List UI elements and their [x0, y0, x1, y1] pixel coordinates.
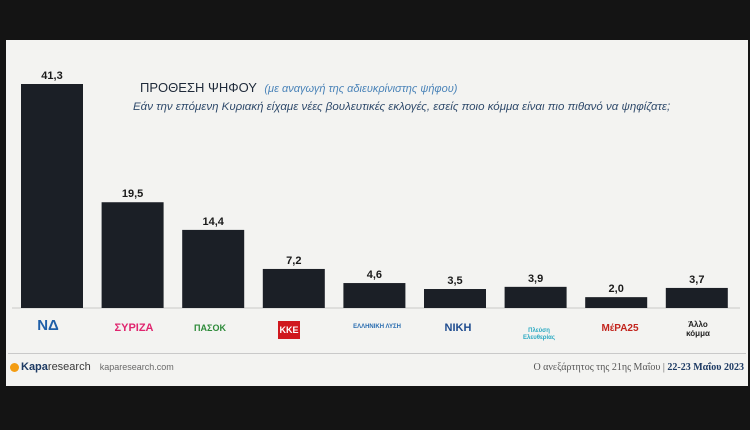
brand-url: kaparesearch.com: [99, 362, 174, 372]
bar-value-label-4: 7,2: [286, 255, 301, 267]
bar-value-label-7: 3,9: [528, 273, 543, 285]
bar-2: [101, 202, 164, 308]
bar-1: [21, 84, 83, 308]
bar-5: [343, 283, 406, 308]
bar-value-label-9: 3,7: [689, 274, 704, 286]
logo-elliniki-lysi: ΕΛΛΗΝΙΚΗ ΛΥΣΗ: [352, 318, 402, 350]
logo-pasok: ΠΑΣΟΚ: [190, 318, 230, 350]
bar-3: [182, 229, 245, 308]
footer-divider: [8, 353, 746, 354]
bar-value-label-2: 19,5: [122, 188, 143, 200]
top-border: [0, 0, 750, 40]
bottom-border: [0, 386, 750, 430]
bar-value-label-5: 4,6: [367, 269, 382, 281]
logo-nd: ΝΔ: [28, 317, 68, 344]
logo-allo-text: Άλλο κόμμα: [686, 320, 710, 338]
logo-plefsi: Πλεύση Ελευθερίας: [514, 318, 564, 354]
logo-pasok-text: ΠΑΣΟΚ: [194, 323, 226, 333]
bar-4: [262, 268, 325, 308]
bar-value-label-1: 41,3: [41, 70, 62, 82]
logo-niki: ΝΙΚΗ: [432, 318, 484, 348]
logo-kke-text: ΚΚΕ: [279, 325, 299, 335]
logo-kke: ΚΚΕ: [278, 321, 300, 339]
source-date: 22-23 Μαΐου 2023: [667, 362, 744, 373]
source-prefix: Ο ανεξάρτητος της 21ης Μαΐου: [533, 362, 661, 373]
chart-subtitle: (με αναγωγή της αδιευκρίνιστης ψήφου): [264, 83, 458, 95]
bar-value-label-3: 14,4: [202, 216, 224, 228]
bar-7: [504, 286, 567, 308]
logo-elliniki-lysi-text: ΕΛΛΗΝΙΚΗ ΛΥΣΗ: [353, 324, 401, 330]
brand-suffix: research: [47, 361, 91, 373]
logo-mera25: ΜέΡΑ25: [590, 318, 650, 349]
bar-value-label-8: 2,0: [609, 283, 624, 295]
logo-allo: Άλλο κόμμα: [678, 318, 718, 347]
source-note: Ο ανεξάρτητος της 21ης Μαΐου | 22-23 Μαΐ…: [533, 362, 744, 373]
brand-name: Κapa: [21, 361, 48, 373]
logo-syriza: ΣΥΡΙΖΑ: [108, 318, 160, 348]
bar-value-label-6: 3,5: [447, 275, 462, 287]
bar-6: [424, 289, 486, 308]
chart-title: ΠΡΟΘΕΣΗ ΨΗΦΟΥ: [140, 80, 257, 95]
logo-niki-text: ΝΙΚΗ: [444, 322, 472, 334]
logo-syriza-text: ΣΥΡΙΖΑ: [114, 322, 154, 334]
brand-logo-icon: [10, 362, 19, 372]
survey-question: Εάν την επόμενη Κυριακή είχαμε νέες βουλ…: [133, 101, 671, 113]
brand: Κaparesearch kaparesearch.com: [10, 361, 174, 373]
bar-9: [665, 287, 728, 308]
logo-nd-text: ΝΔ: [37, 317, 59, 334]
bar-8: [585, 297, 648, 308]
logo-mera25-text: ΜέΡΑ25: [601, 323, 639, 334]
logo-plefsi-text: Πλεύση Ελευθερίας: [523, 328, 555, 341]
chart-title-line: ΠΡΟΘΕΣΗ ΨΗΦΟΥ (με αναγωγή της αδιευκρίνι…: [140, 80, 457, 95]
